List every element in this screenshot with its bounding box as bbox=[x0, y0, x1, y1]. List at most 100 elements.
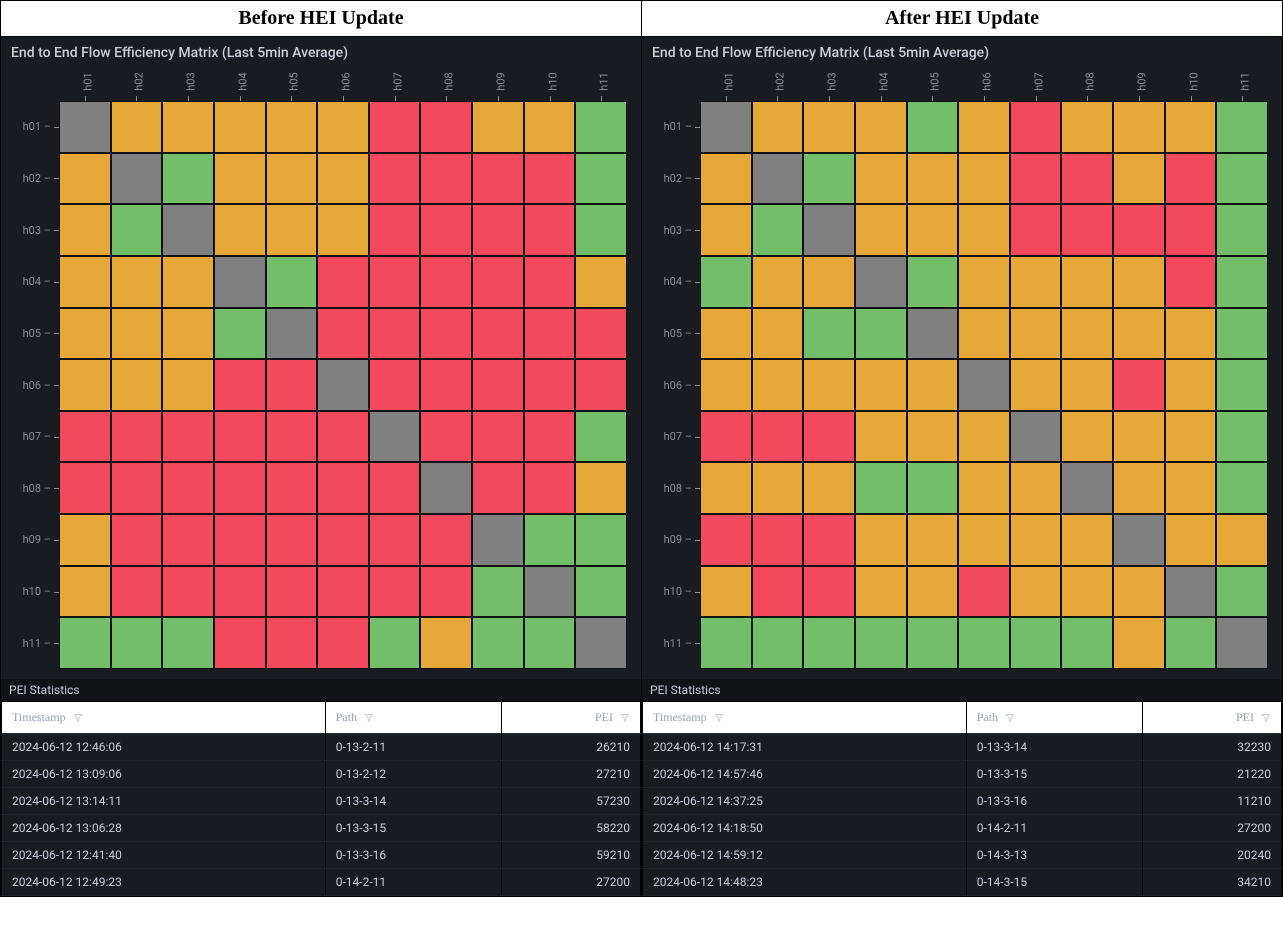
stats-col-header[interactable]: Path bbox=[966, 702, 1143, 734]
heatmap-cell[interactable] bbox=[162, 101, 214, 153]
heatmap-cell[interactable] bbox=[1216, 617, 1268, 669]
heatmap-cell[interactable] bbox=[1216, 514, 1268, 566]
heatmap-cell[interactable] bbox=[752, 359, 804, 411]
heatmap-cell[interactable] bbox=[1216, 153, 1268, 205]
heatmap-cell[interactable] bbox=[1113, 359, 1165, 411]
heatmap-cell[interactable] bbox=[111, 101, 163, 153]
heatmap-cell[interactable] bbox=[907, 153, 959, 205]
heatmap-cell[interactable] bbox=[266, 101, 318, 153]
heatmap-cell[interactable] bbox=[700, 514, 752, 566]
heatmap-cell[interactable] bbox=[420, 256, 472, 308]
heatmap-cell[interactable] bbox=[575, 101, 627, 153]
heatmap-cell[interactable] bbox=[907, 256, 959, 308]
heatmap-cell[interactable] bbox=[420, 617, 472, 669]
heatmap-cell[interactable] bbox=[1165, 462, 1217, 514]
heatmap-cell[interactable] bbox=[214, 617, 266, 669]
heatmap-cell[interactable] bbox=[369, 153, 421, 205]
heatmap-cell[interactable] bbox=[907, 566, 959, 618]
heatmap-cell[interactable] bbox=[1061, 256, 1113, 308]
heatmap-cell[interactable] bbox=[907, 514, 959, 566]
heatmap-cell[interactable] bbox=[1113, 617, 1165, 669]
heatmap-cell[interactable] bbox=[1165, 617, 1217, 669]
heatmap-cell[interactable] bbox=[700, 462, 752, 514]
heatmap-cell[interactable] bbox=[958, 256, 1010, 308]
heatmap-cell[interactable] bbox=[266, 514, 318, 566]
heatmap-cell[interactable] bbox=[803, 359, 855, 411]
heatmap-cell[interactable] bbox=[1216, 204, 1268, 256]
heatmap-cell[interactable] bbox=[907, 462, 959, 514]
heatmap-cell[interactable] bbox=[803, 204, 855, 256]
heatmap-cell[interactable] bbox=[369, 204, 421, 256]
heatmap-cell[interactable] bbox=[266, 462, 318, 514]
heatmap-cell[interactable] bbox=[162, 153, 214, 205]
heatmap-cell[interactable] bbox=[214, 204, 266, 256]
heatmap-cell[interactable] bbox=[214, 153, 266, 205]
heatmap-cell[interactable] bbox=[369, 411, 421, 463]
heatmap-cell[interactable] bbox=[59, 411, 111, 463]
heatmap-cell[interactable] bbox=[1010, 411, 1062, 463]
heatmap-cell[interactable] bbox=[317, 308, 369, 360]
heatmap-cell[interactable] bbox=[752, 514, 804, 566]
heatmap-cell[interactable] bbox=[1010, 256, 1062, 308]
heatmap-cell[interactable] bbox=[575, 566, 627, 618]
heatmap-cell[interactable] bbox=[214, 462, 266, 514]
heatmap-cell[interactable] bbox=[752, 308, 804, 360]
heatmap-cell[interactable] bbox=[420, 153, 472, 205]
heatmap-cell[interactable] bbox=[803, 617, 855, 669]
heatmap-cell[interactable] bbox=[111, 153, 163, 205]
heatmap-cell[interactable] bbox=[855, 617, 907, 669]
heatmap-cell[interactable] bbox=[803, 101, 855, 153]
heatmap-cell[interactable] bbox=[700, 566, 752, 618]
heatmap-cell[interactable] bbox=[958, 153, 1010, 205]
heatmap-cell[interactable] bbox=[958, 411, 1010, 463]
heatmap-cell[interactable] bbox=[907, 411, 959, 463]
table-row[interactable]: 2024-06-12 12:49:230-14-2-1127200 bbox=[2, 869, 641, 896]
heatmap-cell[interactable] bbox=[317, 101, 369, 153]
heatmap-cell[interactable] bbox=[1216, 462, 1268, 514]
heatmap-cell[interactable] bbox=[700, 617, 752, 669]
heatmap-cell[interactable] bbox=[1216, 359, 1268, 411]
heatmap-cell[interactable] bbox=[803, 411, 855, 463]
heatmap-cell[interactable] bbox=[162, 308, 214, 360]
heatmap-cell[interactable] bbox=[752, 256, 804, 308]
heatmap-cell[interactable] bbox=[472, 153, 524, 205]
heatmap-cell[interactable] bbox=[958, 101, 1010, 153]
heatmap-cell[interactable] bbox=[958, 617, 1010, 669]
heatmap-cell[interactable] bbox=[958, 308, 1010, 360]
heatmap-cell[interactable] bbox=[752, 153, 804, 205]
heatmap-cell[interactable] bbox=[958, 566, 1010, 618]
heatmap-cell[interactable] bbox=[907, 101, 959, 153]
table-row[interactable]: 2024-06-12 14:37:250-13-3-1611210 bbox=[643, 788, 1282, 815]
heatmap-cell[interactable] bbox=[803, 462, 855, 514]
heatmap-cell[interactable] bbox=[700, 256, 752, 308]
heatmap-cell[interactable] bbox=[524, 256, 576, 308]
heatmap-cell[interactable] bbox=[214, 411, 266, 463]
heatmap-cell[interactable] bbox=[1010, 514, 1062, 566]
heatmap-cell[interactable] bbox=[369, 566, 421, 618]
heatmap-cell[interactable] bbox=[1165, 514, 1217, 566]
heatmap-cell[interactable] bbox=[575, 204, 627, 256]
heatmap-cell[interactable] bbox=[1113, 566, 1165, 618]
heatmap-cell[interactable] bbox=[907, 617, 959, 669]
heatmap-cell[interactable] bbox=[803, 256, 855, 308]
heatmap-cell[interactable] bbox=[111, 359, 163, 411]
heatmap-cell[interactable] bbox=[214, 566, 266, 618]
heatmap-cell[interactable] bbox=[855, 359, 907, 411]
heatmap-cell[interactable] bbox=[855, 566, 907, 618]
stats-col-header[interactable]: Timestamp bbox=[2, 702, 326, 734]
heatmap-cell[interactable] bbox=[524, 359, 576, 411]
heatmap-cell[interactable] bbox=[59, 566, 111, 618]
heatmap-cell[interactable] bbox=[1061, 411, 1113, 463]
heatmap-cell[interactable] bbox=[59, 462, 111, 514]
heatmap-cell[interactable] bbox=[472, 617, 524, 669]
heatmap-cell[interactable] bbox=[752, 411, 804, 463]
heatmap-cell[interactable] bbox=[752, 101, 804, 153]
heatmap[interactable]: h01h02h03h04h05h06h07h08h09h10h11h01 –h0… bbox=[7, 69, 635, 673]
heatmap-cell[interactable] bbox=[420, 204, 472, 256]
heatmap-cell[interactable] bbox=[1216, 101, 1268, 153]
heatmap-cell[interactable] bbox=[700, 153, 752, 205]
heatmap-cell[interactable] bbox=[111, 256, 163, 308]
heatmap-cell[interactable] bbox=[420, 462, 472, 514]
heatmap-cell[interactable] bbox=[575, 462, 627, 514]
heatmap-cell[interactable] bbox=[958, 462, 1010, 514]
